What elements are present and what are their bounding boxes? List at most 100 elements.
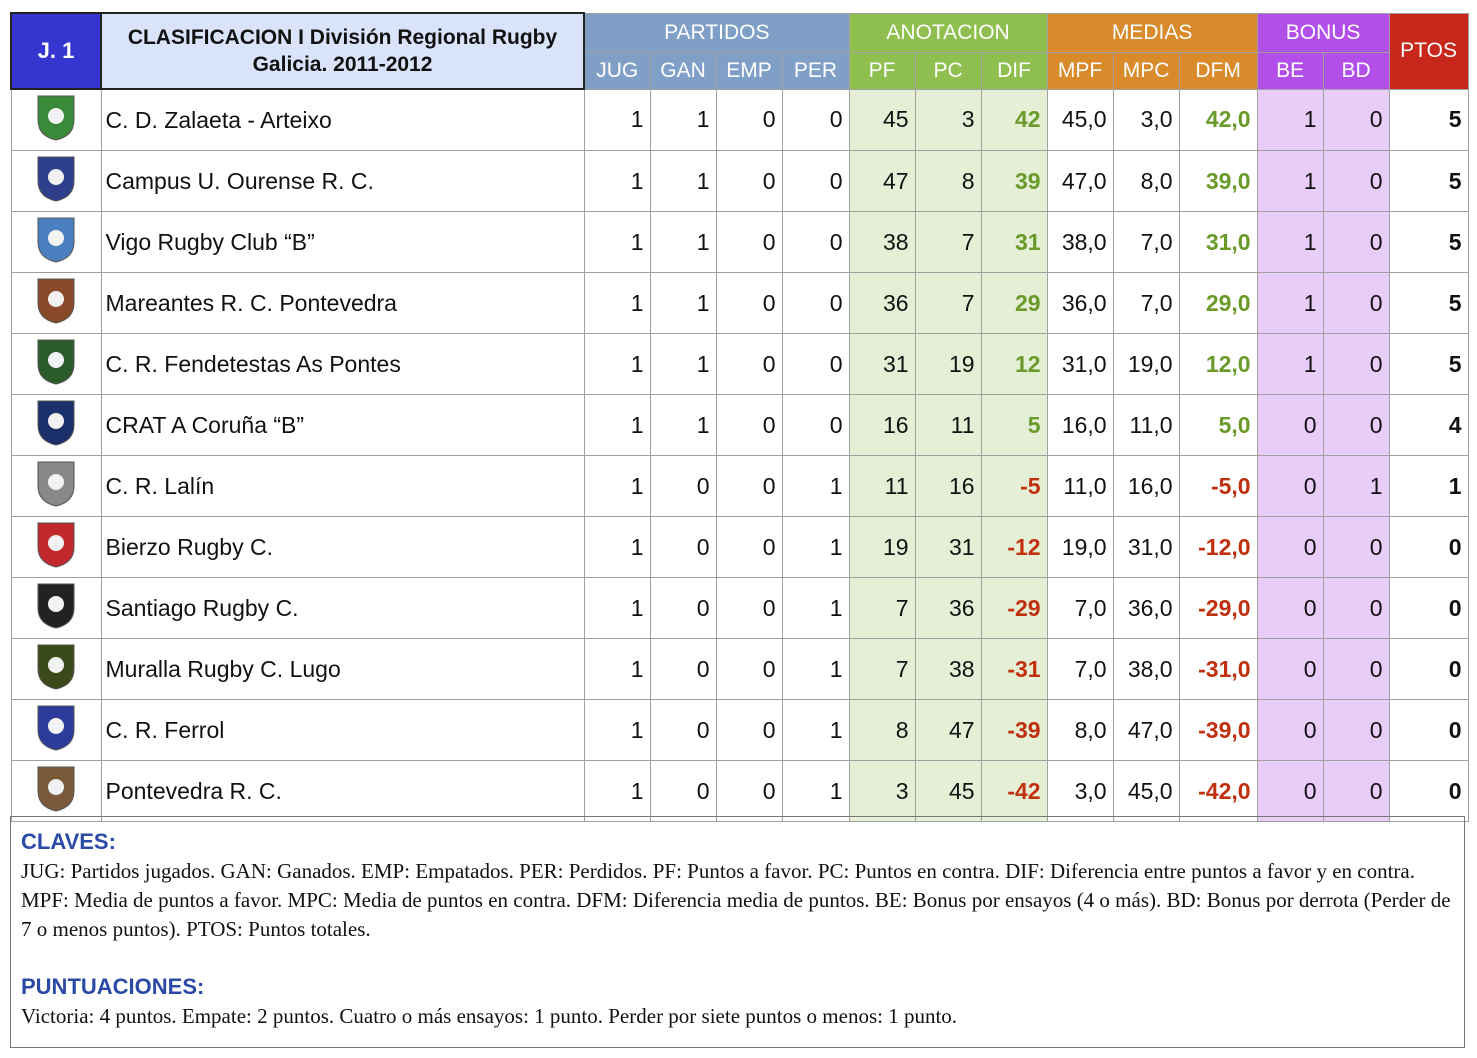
stat-cell: 3,0: [1046, 760, 1114, 822]
logo-detail: [48, 718, 64, 734]
stat-cell: 0: [649, 577, 717, 639]
stat-cell: 7,0: [1046, 577, 1114, 639]
stat-cell: -31: [980, 638, 1048, 700]
header-row: J. 1 CLASIFICACION I División Regional Ru…: [10, 12, 1469, 90]
stat-cell: 0: [1388, 760, 1469, 822]
stat-cell: 11: [914, 394, 982, 456]
stat-cell: 7,0: [1046, 638, 1114, 700]
team-logo: [37, 156, 75, 202]
stat-cell: 0: [1322, 88, 1390, 151]
stat-cell: 45: [914, 760, 982, 822]
legend-text: Victoria: 4 puntos. Empate: 2 puntos. Cu…: [21, 1004, 958, 1028]
logo-cell: [10, 516, 102, 578]
column-header: DIF: [980, 51, 1048, 90]
column-header: DFM: [1178, 51, 1258, 90]
logo-detail: [48, 596, 64, 612]
team-row: CRAT A Coruña “B” 1 1 0 0 16 11 5 16,0 11,0 5,0 0 0 4: [10, 394, 1469, 456]
stat-cell: 0: [649, 699, 717, 761]
team-logo: [37, 95, 75, 141]
stat-cell: 0: [1322, 150, 1390, 212]
stat-cell: 0: [649, 760, 717, 822]
stat-cell: 0: [781, 211, 850, 273]
logo-cell: [10, 333, 102, 395]
stat-cell: 19,0: [1046, 516, 1114, 578]
logo-cell: [10, 394, 102, 456]
stat-cell: 16: [914, 455, 982, 517]
stat-cell: -39,0: [1178, 699, 1258, 761]
column-header: PC: [914, 51, 982, 90]
team-logo: [37, 766, 75, 812]
stat-cell: 8: [914, 150, 982, 212]
team-name: C. D. Zalaeta - Arteixo: [100, 88, 585, 151]
team-row: Muralla Rugby C. Lugo 1 0 0 1 7 38 -31 7,0 38,0 -3…: [10, 638, 1469, 700]
column-header: MPF: [1046, 51, 1114, 90]
logo-detail: [48, 779, 64, 795]
stat-cell: -5: [980, 455, 1048, 517]
team-name: C. R. Fendetestas As Pontes: [100, 333, 585, 395]
logo-detail: [48, 108, 64, 124]
stat-cell: 8,0: [1112, 150, 1180, 212]
team-name: C. R. Lalín: [100, 455, 585, 517]
stat-cell: 39,0: [1178, 150, 1258, 212]
stat-cell: -12,0: [1178, 516, 1258, 578]
stat-cell: 19,0: [1112, 333, 1180, 395]
stat-cell: 29,0: [1178, 272, 1258, 334]
team-name: Mareantes R. C. Pontevedra: [100, 272, 585, 334]
stat-cell: 11: [848, 455, 916, 517]
stat-cell: 36: [848, 272, 916, 334]
stat-cell: 0: [1256, 455, 1324, 517]
stat-cell: 1: [583, 394, 651, 456]
stat-cell: 5: [980, 394, 1048, 456]
stat-cell: 0: [1256, 760, 1324, 822]
team-row: Santiago Rugby C. 1 0 0 1 7 36 -29 7,0 36,0 -29,0 0…: [10, 577, 1469, 639]
points-header: PTOS: [1388, 12, 1469, 90]
team-name: Campus U. Ourense R. C.: [100, 150, 585, 212]
logo-cell: [10, 455, 102, 517]
stat-cell: 5: [1388, 211, 1469, 273]
stat-cell: 0: [715, 516, 783, 578]
stat-cell: 5: [1388, 150, 1469, 212]
logo-detail: [48, 352, 64, 368]
stat-cell: 0: [1322, 638, 1390, 700]
stat-cell: 5: [1388, 88, 1469, 151]
team-row: C. R. Ferrol 1 0 0 1 8 47 -39 8,0 47,0 -39,0 0 0 0: [10, 699, 1469, 761]
team-logo: [37, 583, 75, 629]
stat-cell: 0: [1388, 699, 1469, 761]
stat-cell: 8: [848, 699, 916, 761]
stat-cell: 7: [848, 638, 916, 700]
stat-cell: 0: [715, 333, 783, 395]
group-header: PARTIDOS: [583, 12, 850, 53]
stat-cell: 1: [649, 150, 717, 212]
stat-cell: 0: [715, 272, 783, 334]
stat-cell: 1: [649, 272, 717, 334]
column-header: JUG: [583, 51, 651, 90]
stat-cell: 47,0: [1046, 150, 1114, 212]
stat-cell: 0: [715, 394, 783, 456]
team-row: C. D. Zalaeta - Arteixo 1 1 0 0 45 3 42 45,0 3,0 4…: [10, 88, 1469, 151]
column-header: PF: [848, 51, 916, 90]
stat-cell: 0: [649, 516, 717, 578]
stat-cell: -39: [980, 699, 1048, 761]
stat-cell: 1: [583, 577, 651, 639]
stat-cell: 11,0: [1046, 455, 1114, 517]
stat-cell: 12,0: [1178, 333, 1258, 395]
stat-cell: 39: [980, 150, 1048, 212]
stat-cell: 0: [649, 455, 717, 517]
stat-cell: 45,0: [1112, 760, 1180, 822]
stat-cell: 1: [781, 699, 850, 761]
team-logo: [37, 400, 75, 446]
team-row: Mareantes R. C. Pontevedra 1 1 0 0 36 7 29 36,0 7…: [10, 272, 1469, 334]
stat-cell: 36,0: [1112, 577, 1180, 639]
stat-cell: 0: [715, 88, 783, 151]
stat-cell: 0: [781, 88, 850, 151]
table-title: CLASIFICACION I División Regional Rugby …: [100, 12, 585, 90]
stat-cell: 1: [649, 394, 717, 456]
logo-detail: [48, 535, 64, 551]
logo-cell: [10, 150, 102, 212]
stat-cell: 1: [1256, 272, 1324, 334]
team-name: C. R. Ferrol: [100, 699, 585, 761]
stat-cell: 31,0: [1046, 333, 1114, 395]
stat-cell: 1: [583, 211, 651, 273]
stat-cell: 0: [1322, 516, 1390, 578]
